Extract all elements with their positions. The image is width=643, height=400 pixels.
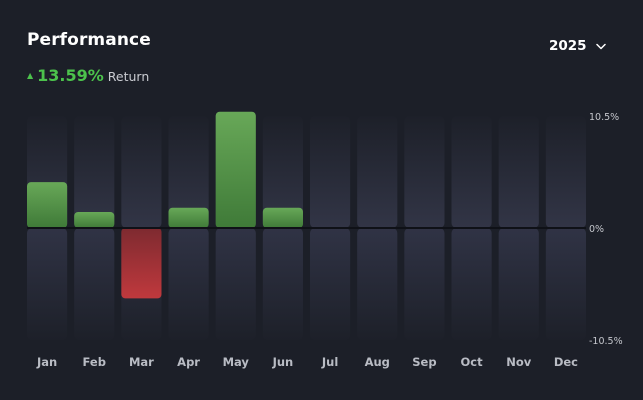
month-slot-upper: [262, 116, 303, 228]
month-slot-lower: [545, 228, 586, 340]
month-slot-lower: [404, 228, 445, 340]
x-tick-label-oct: Oct: [461, 355, 484, 369]
chevron-down-icon: [595, 43, 606, 49]
y-tick-label: 10.5%: [589, 112, 619, 123]
month-slot-upper: [74, 116, 115, 228]
month-slot-lower: [310, 228, 351, 340]
month-slot-upper: [545, 116, 586, 228]
month-slot-lower: [357, 228, 398, 340]
x-tick-label-nov: Nov: [506, 355, 532, 369]
month-slot-lower: [168, 228, 209, 340]
month-slot-lower: [27, 228, 68, 340]
return-label: Return: [107, 69, 150, 84]
bar-mar[interactable]: [121, 228, 162, 299]
month-slot-upper: [357, 116, 398, 228]
return-value: 13.59%: [37, 66, 104, 85]
year-dropdown[interactable]: 2025: [549, 38, 606, 54]
bar-may[interactable]: [215, 111, 256, 228]
month-slot-lower: [451, 228, 492, 340]
page-title: Performance: [27, 30, 151, 50]
return-summary: ▲ 13.59% Return: [27, 66, 149, 85]
month-slot-upper: [498, 116, 539, 228]
bar-jan[interactable]: [27, 182, 68, 228]
bar-apr[interactable]: [168, 207, 209, 228]
bar-feb[interactable]: [74, 212, 115, 228]
x-tick-label-jun: Jun: [272, 355, 294, 369]
bar-jun[interactable]: [262, 207, 303, 228]
year-value: 2025: [549, 38, 587, 54]
month-slot-upper: [121, 116, 162, 228]
month-slot-upper: [310, 116, 351, 228]
x-tick-label-apr: Apr: [177, 355, 200, 369]
month-slot-upper: [404, 116, 445, 228]
x-tick-label-jan: Jan: [36, 355, 57, 369]
month-slot-lower: [74, 228, 115, 340]
month-slot-lower: [215, 228, 256, 340]
month-slot-upper: [168, 116, 209, 228]
x-tick-label-mar: Mar: [129, 355, 154, 369]
x-tick-label-jul: Jul: [321, 355, 338, 369]
x-tick-label-aug: Aug: [365, 355, 390, 369]
month-slot-upper: [451, 116, 492, 228]
triangle-up-icon: ▲: [27, 71, 34, 80]
x-tick-label-sep: Sep: [412, 355, 436, 369]
month-slot-lower: [498, 228, 539, 340]
y-tick-label: 0%: [589, 224, 604, 235]
x-tick-label-dec: Dec: [554, 355, 578, 369]
y-tick-label: -10.5%: [589, 336, 623, 347]
month-slot-lower: [262, 228, 303, 340]
x-tick-label-may: May: [223, 355, 250, 369]
x-tick-label-feb: Feb: [83, 355, 106, 369]
